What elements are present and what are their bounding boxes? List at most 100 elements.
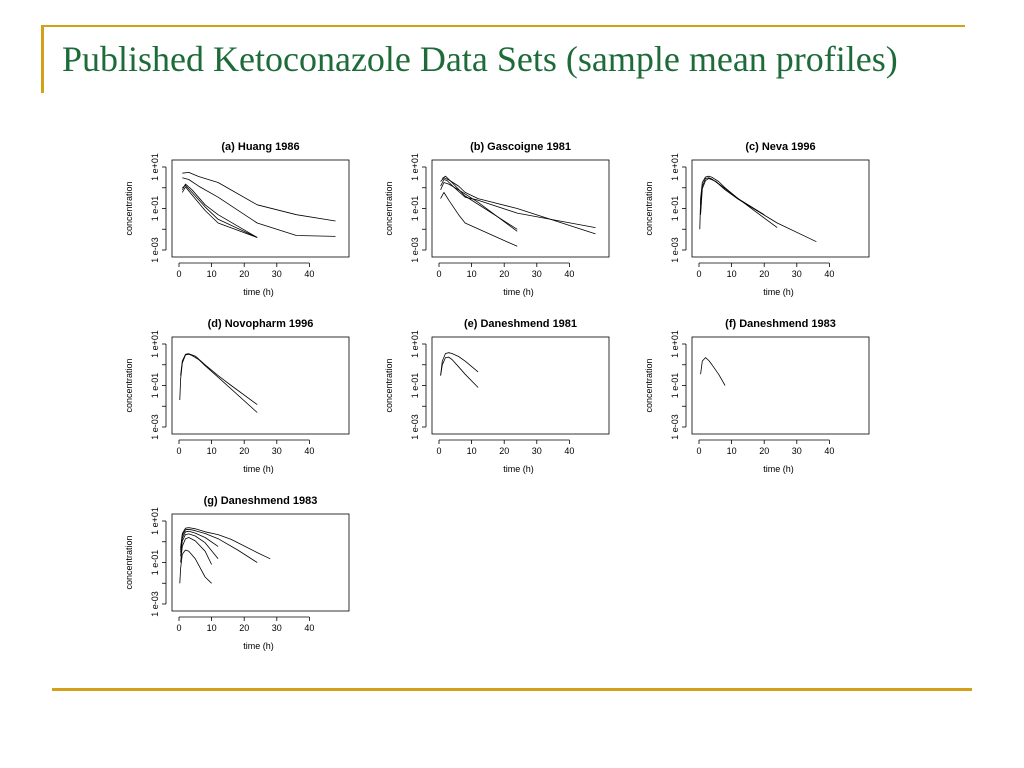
plot-frame <box>431 336 610 435</box>
series-line <box>179 549 212 584</box>
chart-panel: (f) Daneshmend 1983 0 10 20 30 40 time (h) 1 e-… <box>644 318 870 474</box>
series-line <box>180 530 219 553</box>
x-tick-label: 40 <box>304 269 314 279</box>
y-tick-label: 1 e+01 <box>150 507 160 535</box>
plot-frame <box>691 336 870 435</box>
x-tick-label: 20 <box>239 623 249 633</box>
series-line <box>440 191 518 247</box>
x-axis-label: time (h) <box>763 287 794 297</box>
series-line <box>181 186 258 238</box>
x-tick-label: 10 <box>207 623 217 633</box>
x-tick-label: 20 <box>239 269 249 279</box>
y-tick-label: 1 e-01 <box>670 196 680 222</box>
x-tick-label: 0 <box>436 269 441 279</box>
y-tick-label: 1 e-03 <box>150 414 160 440</box>
series-line <box>180 537 212 565</box>
x-tick-label: 0 <box>696 446 701 456</box>
y-axis-label: concentration <box>644 358 654 412</box>
y-tick-label: 1 e+01 <box>150 330 160 358</box>
x-tick-label: 10 <box>727 446 737 456</box>
x-tick-label: 10 <box>207 446 217 456</box>
series-line <box>182 184 258 238</box>
series-line <box>440 177 596 235</box>
plot-frame <box>691 159 870 258</box>
y-tick-label: 1 e+01 <box>670 330 680 358</box>
series-line <box>440 352 479 376</box>
x-tick-label: 20 <box>499 446 509 456</box>
x-tick-label: 0 <box>176 623 181 633</box>
y-tick-label: 1 e-01 <box>410 196 420 222</box>
left-accent-rule <box>41 27 44 93</box>
series-line <box>440 356 479 388</box>
y-tick-label: 1 e-01 <box>150 373 160 399</box>
plot-frame <box>431 159 610 258</box>
x-tick-label: 0 <box>696 269 701 279</box>
y-tick-label: 1 e-03 <box>670 414 680 440</box>
series-line <box>700 357 726 386</box>
y-axis-label: concentration <box>384 181 394 235</box>
y-tick-label: 1 e-03 <box>150 591 160 617</box>
x-axis-label: time (h) <box>763 464 794 474</box>
chart-title: (d) Novopharm 1996 <box>208 318 314 330</box>
plot-frame <box>171 159 350 258</box>
series-line <box>179 353 258 413</box>
series-line <box>180 527 271 560</box>
chart-panel: (b) Gascoigne 1981 0 10 20 30 40 time (h) 1 e-0… <box>384 141 610 297</box>
series-line <box>180 353 258 405</box>
y-tick-label: 1 e-01 <box>150 196 160 222</box>
series-line <box>440 182 518 232</box>
x-tick-label: 30 <box>272 623 282 633</box>
plot-frame <box>171 513 350 612</box>
x-tick-label: 30 <box>532 269 542 279</box>
x-axis-label: time (h) <box>243 287 274 297</box>
series-line <box>182 177 336 237</box>
x-tick-label: 30 <box>272 446 282 456</box>
x-tick-label: 0 <box>176 446 181 456</box>
x-tick-label: 40 <box>564 446 574 456</box>
x-tick-label: 10 <box>467 269 477 279</box>
y-axis-label: concentration <box>644 181 654 235</box>
x-tick-label: 20 <box>239 446 249 456</box>
chart-title: (a) Huang 1986 <box>221 141 299 153</box>
series-line <box>442 175 518 230</box>
chart-panel: (d) Novopharm 1996 0 10 20 30 40 time (h) 1 e-0… <box>124 318 350 474</box>
chart-title: (b) Gascoigne 1981 <box>470 141 571 153</box>
x-tick-label: 0 <box>176 269 181 279</box>
series-line <box>700 178 765 216</box>
y-tick-label: 1 e-03 <box>150 237 160 263</box>
chart-title: (e) Daneshmend 1981 <box>464 318 577 330</box>
y-tick-label: 1 e-01 <box>670 373 680 399</box>
x-tick-label: 30 <box>272 269 282 279</box>
x-tick-label: 30 <box>792 446 802 456</box>
series-line <box>700 177 817 243</box>
x-axis-label: time (h) <box>503 287 534 297</box>
chart-panel: (a) Huang 1986 0 10 20 30 40 time (h) 1 e-03 1 e… <box>124 141 350 297</box>
y-tick-label: 1 e-01 <box>410 373 420 399</box>
x-tick-label: 40 <box>304 623 314 633</box>
y-axis-label: concentration <box>384 358 394 412</box>
x-tick-label: 10 <box>207 269 217 279</box>
chart-panel: (e) Daneshmend 1981 0 10 20 30 40 time (h) 1 e-… <box>384 318 610 474</box>
y-axis-label: concentration <box>124 535 134 589</box>
x-axis-label: time (h) <box>503 464 534 474</box>
x-tick-label: 40 <box>824 446 834 456</box>
plot-frame <box>171 336 350 435</box>
y-tick-label: 1 e+01 <box>410 153 420 181</box>
y-tick-label: 1 e-03 <box>410 414 420 440</box>
x-axis-label: time (h) <box>243 641 274 651</box>
y-tick-label: 1 e-01 <box>150 550 160 576</box>
series-line <box>180 533 219 560</box>
x-tick-label: 0 <box>436 446 441 456</box>
x-tick-label: 40 <box>824 269 834 279</box>
chart-title: (f) Daneshmend 1983 <box>725 318 836 330</box>
x-tick-label: 20 <box>759 446 769 456</box>
chart-title: (c) Neva 1996 <box>745 141 815 153</box>
y-tick-label: 1 e-03 <box>670 237 680 263</box>
x-tick-label: 20 <box>759 269 769 279</box>
bottom-accent-rule <box>52 688 972 691</box>
slide-title: Published Ketoconazole Data Sets (sample… <box>62 39 898 79</box>
x-tick-label: 10 <box>467 446 477 456</box>
series-line <box>440 179 596 228</box>
